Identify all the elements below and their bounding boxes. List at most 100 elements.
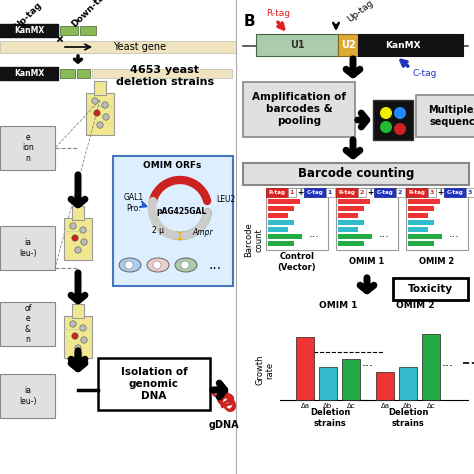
Text: R-tag: R-tag [266, 9, 290, 18]
Text: ...: ... [309, 229, 319, 239]
FancyBboxPatch shape [336, 188, 358, 197]
Text: OMIM 2: OMIM 2 [396, 301, 434, 310]
FancyBboxPatch shape [243, 163, 469, 185]
Text: Toxicity: Toxicity [408, 284, 453, 294]
FancyBboxPatch shape [243, 82, 355, 137]
Circle shape [153, 261, 161, 269]
Text: R-tag: R-tag [338, 190, 356, 195]
FancyBboxPatch shape [64, 316, 92, 358]
Text: C-tag: C-tag [377, 190, 393, 195]
FancyBboxPatch shape [338, 206, 364, 211]
Text: Δa: Δa [381, 403, 390, 409]
Text: R-tag: R-tag [269, 190, 285, 195]
FancyBboxPatch shape [336, 188, 398, 250]
Text: +: + [367, 188, 373, 197]
Ellipse shape [147, 258, 169, 272]
Circle shape [80, 227, 86, 233]
Text: OMIM 1: OMIM 1 [349, 257, 384, 266]
Text: of
e
&
n: of e & n [24, 304, 32, 344]
Text: Δc: Δc [427, 403, 435, 409]
Circle shape [102, 102, 108, 108]
FancyBboxPatch shape [373, 100, 413, 140]
FancyBboxPatch shape [268, 220, 294, 225]
Circle shape [80, 325, 86, 331]
FancyBboxPatch shape [92, 69, 232, 78]
FancyBboxPatch shape [113, 156, 233, 286]
FancyBboxPatch shape [408, 241, 434, 246]
Text: OMIM 1: OMIM 1 [319, 301, 357, 310]
Text: R-tag: R-tag [409, 190, 426, 195]
Text: C-tag: C-tag [307, 190, 323, 195]
FancyBboxPatch shape [304, 188, 326, 197]
FancyBboxPatch shape [416, 95, 474, 137]
FancyBboxPatch shape [338, 227, 358, 232]
FancyBboxPatch shape [338, 220, 364, 225]
FancyBboxPatch shape [399, 367, 417, 400]
Circle shape [103, 114, 109, 120]
Text: U1: U1 [290, 40, 304, 50]
Text: Barcode counting: Barcode counting [298, 167, 414, 181]
Text: KanMX: KanMX [385, 40, 421, 49]
FancyBboxPatch shape [60, 69, 75, 78]
Text: Growth
rate: Growth rate [255, 355, 275, 385]
Text: ...: ... [379, 229, 390, 239]
Text: Δb: Δb [323, 403, 333, 409]
FancyBboxPatch shape [422, 334, 440, 400]
Circle shape [380, 121, 392, 133]
Text: 3: 3 [468, 190, 472, 195]
Text: KanMX: KanMX [14, 26, 44, 35]
FancyBboxPatch shape [408, 220, 434, 225]
Text: C-tag: C-tag [413, 69, 438, 78]
FancyBboxPatch shape [94, 81, 106, 95]
FancyBboxPatch shape [406, 188, 468, 250]
Circle shape [92, 98, 98, 104]
Text: 1: 1 [328, 190, 332, 195]
FancyBboxPatch shape [98, 358, 210, 410]
Circle shape [75, 247, 81, 253]
Circle shape [181, 261, 189, 269]
FancyBboxPatch shape [288, 188, 296, 197]
Text: Control
(Vector): Control (Vector) [278, 252, 316, 272]
Text: ia
leu-): ia leu-) [19, 386, 37, 406]
FancyBboxPatch shape [408, 213, 428, 218]
FancyBboxPatch shape [0, 226, 55, 270]
FancyBboxPatch shape [72, 304, 84, 318]
Text: Deletion
strains: Deletion strains [310, 408, 350, 428]
FancyBboxPatch shape [80, 26, 96, 35]
Ellipse shape [175, 258, 197, 272]
FancyBboxPatch shape [0, 67, 58, 80]
FancyBboxPatch shape [374, 188, 396, 197]
Circle shape [394, 107, 406, 119]
Circle shape [394, 123, 406, 135]
Text: Up-tag: Up-tag [13, 0, 43, 31]
FancyBboxPatch shape [358, 188, 366, 197]
FancyBboxPatch shape [358, 34, 463, 56]
Text: pAG425GAL: pAG425GAL [157, 207, 207, 216]
Text: e
ion
n: e ion n [22, 133, 34, 163]
Text: ...: ... [442, 356, 454, 370]
FancyBboxPatch shape [466, 188, 474, 197]
Text: Ampr: Ampr [192, 228, 213, 237]
FancyBboxPatch shape [428, 188, 436, 197]
Text: Deletion
strains: Deletion strains [388, 408, 428, 428]
FancyBboxPatch shape [396, 188, 405, 197]
Text: 2 μ: 2 μ [152, 226, 164, 235]
Text: ...: ... [362, 356, 374, 370]
FancyBboxPatch shape [342, 359, 360, 400]
Text: Δa: Δa [301, 403, 310, 409]
FancyBboxPatch shape [408, 199, 440, 204]
Text: Δb: Δb [403, 403, 412, 409]
Circle shape [72, 235, 78, 241]
Circle shape [75, 345, 81, 351]
FancyBboxPatch shape [408, 227, 428, 232]
FancyBboxPatch shape [393, 278, 468, 300]
Text: Multiplexed
sequencing: Multiplexed sequencing [428, 105, 474, 127]
FancyBboxPatch shape [86, 93, 114, 135]
Circle shape [125, 261, 133, 269]
Ellipse shape [119, 258, 141, 272]
FancyBboxPatch shape [256, 34, 338, 56]
FancyBboxPatch shape [60, 26, 78, 35]
Text: LEU2: LEU2 [216, 195, 235, 204]
Text: ia
leu-): ia leu-) [19, 238, 37, 258]
Text: GAL1
Pro.: GAL1 Pro. [124, 193, 144, 213]
